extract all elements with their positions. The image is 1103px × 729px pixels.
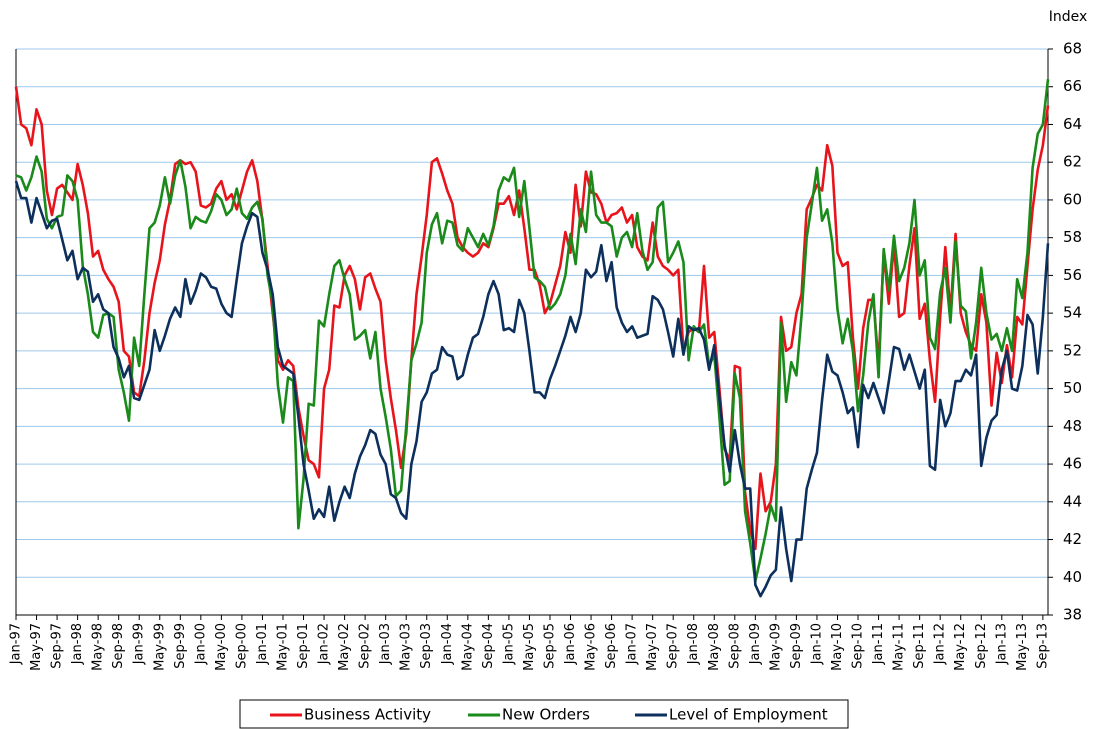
x-tick-label: May-97	[29, 623, 44, 671]
x-tick-label: May-04	[460, 623, 475, 671]
y-tick-label: 68	[1063, 40, 1082, 58]
x-tick-label: Jan-07	[625, 623, 640, 665]
x-tick-label: Jan-10	[809, 623, 824, 665]
x-tick-label: Jan-06	[563, 623, 578, 665]
x-tick-label: Sep-10	[851, 623, 866, 669]
x-tick-label: Sep-11	[912, 623, 927, 669]
x-tick-label: May-01	[275, 623, 290, 671]
x-tick-label: Sep-04	[481, 623, 496, 669]
y-tick-label: 40	[1063, 568, 1082, 586]
x-tick-label: May-13	[1015, 623, 1030, 671]
x-tick-label: Sep-01	[296, 623, 311, 669]
series-line	[15, 79, 1050, 583]
y-tick-label: 42	[1063, 530, 1082, 548]
y-tick-label: 56	[1063, 266, 1082, 284]
x-tick-label: Jan-03	[378, 623, 393, 665]
x-tick-label: Sep-13	[1035, 623, 1050, 669]
y-tick-label: 58	[1063, 228, 1082, 246]
x-tick-label: Sep-98	[111, 623, 126, 669]
x-tick-label: Jan-01	[255, 623, 270, 665]
y-tick-label: 54	[1063, 304, 1082, 322]
x-tick-label: Jan-02	[317, 623, 332, 665]
x-tick-label: Jan-11	[871, 623, 886, 665]
series-line	[14, 180, 1050, 598]
x-tick-label: Sep-97	[50, 623, 65, 669]
x-tick-label: May-07	[645, 623, 660, 671]
y-tick-label: 62	[1063, 153, 1082, 171]
x-tick-label: Jan-13	[994, 623, 1009, 665]
y-tick-label: 44	[1063, 492, 1082, 510]
y-tick-label: 60	[1063, 190, 1082, 208]
x-tick-label: Jan-12	[933, 623, 948, 665]
y-tick-label: 46	[1063, 455, 1082, 473]
y-tick-label: 50	[1063, 379, 1082, 397]
x-tick-label: Jan-99	[132, 623, 147, 665]
x-tick-label: Jan-00	[193, 623, 208, 665]
x-tick-label: Sep-12	[974, 623, 989, 669]
x-tick-label: May-03	[399, 623, 414, 671]
y-tick-label: 48	[1063, 417, 1082, 435]
x-tick-label: May-11	[892, 623, 907, 671]
x-tick-label: May-06	[584, 623, 599, 671]
x-tick-label: Sep-06	[604, 623, 619, 669]
x-tick-label: May-00	[214, 623, 229, 671]
y-tick-label: 38	[1063, 606, 1082, 624]
x-tick-label: Sep-09	[789, 623, 804, 669]
x-tick-label: Sep-08	[727, 623, 742, 669]
x-tick-label: Sep-99	[173, 623, 188, 669]
x-tick-label: Sep-02	[358, 623, 373, 669]
x-tick-label: Jan-08	[686, 623, 701, 665]
legend-box	[239, 699, 849, 729]
x-tick-label: May-12	[953, 623, 968, 671]
x-tick-label: Jan-97	[9, 623, 24, 665]
x-tick-label: Sep-05	[542, 623, 557, 669]
x-tick-label: Jan-05	[501, 623, 516, 665]
x-tick-label: Sep-07	[666, 623, 681, 669]
x-tick-label: Sep-00	[234, 623, 249, 669]
x-tick-label: May-09	[768, 623, 783, 671]
x-tick-label: Jan-09	[748, 623, 763, 665]
x-tick-label: May-98	[91, 623, 106, 671]
y-axis-label: Index	[1049, 9, 1088, 25]
x-tick-label: May-08	[707, 623, 722, 671]
y-tick-label: 64	[1063, 115, 1082, 133]
x-tick-label: May-99	[152, 623, 167, 671]
legend-label: Level of Employment	[669, 706, 828, 724]
x-tick-label: May-05	[522, 623, 537, 671]
legend-label: Business Activity	[304, 706, 431, 724]
y-tick-label: 52	[1063, 341, 1082, 359]
y-tick-label: 66	[1063, 77, 1082, 95]
x-tick-label: May-02	[337, 623, 352, 671]
x-tick-label: Jan-04	[440, 623, 455, 665]
x-tick-label: Jan-98	[70, 623, 85, 665]
x-tick-label: Sep-03	[419, 623, 434, 669]
x-tick-label: May-10	[830, 623, 845, 671]
legend-label: New Orders	[502, 706, 590, 724]
